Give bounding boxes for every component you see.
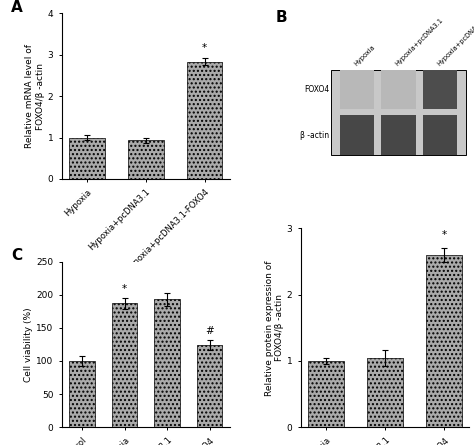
Y-axis label: Relative protein expression of
FOXO4/β -actin: Relative protein expression of FOXO4/β -… — [264, 260, 284, 396]
FancyBboxPatch shape — [340, 70, 374, 109]
Text: #: # — [205, 326, 214, 336]
Bar — [69, 361, 95, 427]
FancyBboxPatch shape — [331, 70, 466, 155]
Text: *: * — [202, 43, 207, 53]
Bar — [112, 303, 137, 427]
Text: C: C — [11, 248, 22, 263]
Text: B: B — [275, 10, 287, 25]
Y-axis label: Cell viability (%): Cell viability (%) — [24, 307, 33, 382]
Bar — [69, 138, 105, 179]
Bar — [197, 345, 222, 427]
Bar — [187, 62, 222, 179]
FancyBboxPatch shape — [382, 115, 416, 155]
Text: β -actin: β -actin — [301, 131, 329, 140]
Bar — [426, 255, 462, 427]
Text: *: * — [441, 231, 447, 240]
Text: A: A — [11, 0, 23, 15]
Bar — [155, 299, 180, 427]
Bar — [128, 141, 164, 179]
Text: FOXO4: FOXO4 — [304, 85, 329, 94]
Text: Hypoxia+pcDNA3.1-FOXO4: Hypoxia+pcDNA3.1-FOXO4 — [436, 0, 474, 67]
Text: Hypoxia+pcDNA3.1: Hypoxia+pcDNA3.1 — [394, 17, 445, 67]
Bar — [309, 361, 344, 427]
Y-axis label: Relative mRNA level of
FOXO4/β -actin: Relative mRNA level of FOXO4/β -actin — [25, 44, 45, 148]
Text: Hypoxia: Hypoxia — [353, 44, 376, 67]
FancyBboxPatch shape — [423, 115, 457, 155]
Text: *: * — [122, 284, 127, 294]
FancyBboxPatch shape — [382, 70, 416, 109]
FancyBboxPatch shape — [340, 115, 374, 155]
Bar — [367, 358, 403, 427]
FancyBboxPatch shape — [423, 70, 457, 109]
